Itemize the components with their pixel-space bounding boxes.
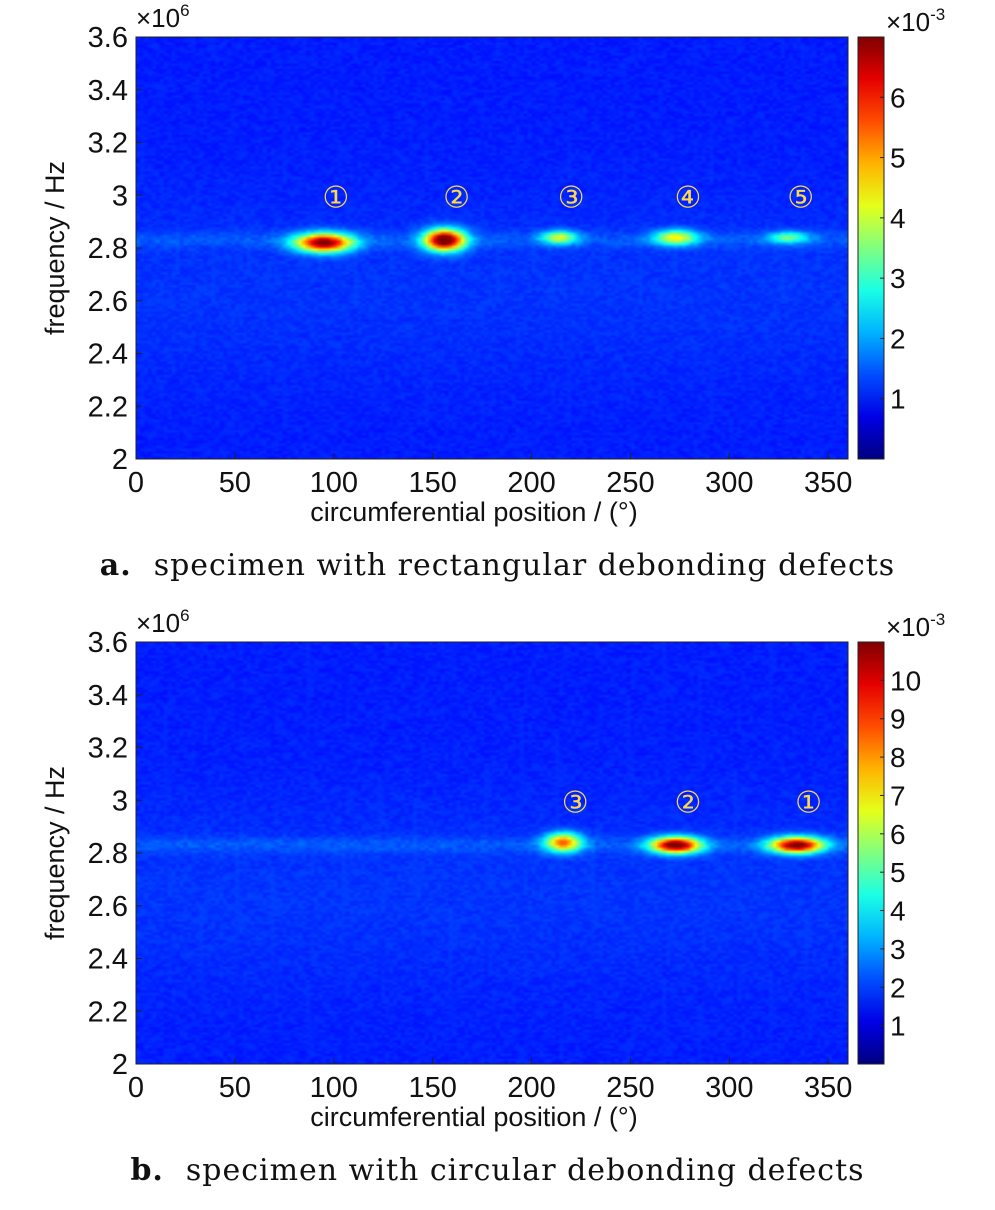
y-tick-label: 3.6 bbox=[88, 22, 128, 54]
hotspot-label: ③ bbox=[558, 181, 585, 214]
x-tick-label: 100 bbox=[310, 1072, 358, 1104]
x-tick-label: 300 bbox=[705, 1072, 753, 1104]
colorbar-tick-label: 1 bbox=[890, 384, 906, 415]
y-exponent-power: 6 bbox=[180, 606, 189, 625]
x-tick-label: 250 bbox=[606, 467, 654, 499]
x-tick-label: 150 bbox=[408, 1072, 456, 1104]
colorbar-tick-label: 8 bbox=[890, 742, 906, 773]
x-axis-label: circumferential position / (°) bbox=[310, 497, 637, 527]
colorbar-tick-label: 5 bbox=[890, 857, 906, 888]
colorbar-tick-label: 3 bbox=[890, 263, 906, 294]
hotspot-label: ④ bbox=[674, 181, 701, 214]
caption-a: a. specimen with rectangular debonding de… bbox=[0, 548, 995, 583]
y-tick-label: 3.4 bbox=[88, 75, 128, 107]
colorbar-tick-label: 5 bbox=[890, 143, 906, 174]
y-tick-label: 3.2 bbox=[88, 128, 128, 160]
x-axis-label: circumferential position / (°) bbox=[310, 1102, 637, 1132]
heatmap-chart-a: ① ② ③ ④ ⑤ 0 50 100 150 200 250 300 350 2 2.2 2.4 2.6 2.8 3… bbox=[40, 1, 945, 527]
caption-b-text: specimen with circular debonding defects bbox=[185, 1153, 865, 1188]
y-tick-label: 3 bbox=[112, 180, 128, 212]
panel-b: ③ ② ① 0 50 100 150 200 250 300 350 2 2.2 2.4 2.6 2.8 3 3.… bbox=[0, 605, 995, 1210]
y-tick-label: 2.6 bbox=[88, 891, 128, 923]
colorbar-tick-label: 4 bbox=[890, 203, 906, 234]
y-tick-label: 2.6 bbox=[88, 286, 128, 318]
y-tick-label: 3.2 bbox=[88, 733, 128, 765]
colorbar bbox=[857, 36, 885, 460]
heatmap-image bbox=[136, 642, 848, 1064]
hotspot-label: ② bbox=[674, 786, 701, 819]
caption-b-label: b. bbox=[130, 1153, 164, 1188]
x-tick-label: 350 bbox=[804, 1072, 852, 1104]
heatmap-image bbox=[136, 37, 848, 459]
panel-a: ① ② ③ ④ ⑤ 0 50 100 150 200 250 300 350 2 2.2 2.4 2.6 2.8 3… bbox=[0, 1, 995, 583]
x-tick-label: 200 bbox=[507, 1072, 555, 1104]
colorbar-tick-label: 1 bbox=[890, 1011, 906, 1042]
colorbar-exponent-label: ×10-3 bbox=[886, 610, 945, 642]
hotspot-label: ① bbox=[795, 786, 822, 819]
colorbar-exponent-label: ×10-3 bbox=[886, 5, 945, 37]
colorbar-tick-label: 2 bbox=[890, 972, 906, 1003]
y-axis-label: frequency / Hz bbox=[40, 161, 70, 335]
y-tick-label: 2 bbox=[112, 1049, 128, 1081]
y-axis-label: frequency / Hz bbox=[40, 766, 70, 940]
caption-a-text: specimen with rectangular debonding defe… bbox=[153, 548, 896, 583]
x-tick-label: 0 bbox=[128, 467, 144, 499]
x-tick-label: 350 bbox=[804, 467, 852, 499]
hotspot-label: ⑤ bbox=[787, 181, 814, 214]
colorbar-tick-label: 2 bbox=[890, 323, 906, 354]
x-tick-label: 50 bbox=[219, 1072, 251, 1104]
y-tick-label: 2.2 bbox=[88, 391, 128, 423]
hotspot-label: ② bbox=[443, 181, 470, 214]
colorbar-exponent-power: -3 bbox=[930, 610, 945, 629]
colorbar-tick-label: 4 bbox=[890, 896, 906, 927]
y-tick-label: 2.8 bbox=[88, 233, 128, 265]
x-tick-label: 0 bbox=[128, 1072, 144, 1104]
y-tick-label: 2.4 bbox=[88, 339, 128, 371]
y-tick-label: 2.8 bbox=[88, 838, 128, 870]
y-exponent-label: ×106 bbox=[136, 606, 190, 638]
x-tick-label: 250 bbox=[606, 1072, 654, 1104]
y-tick-label: 3.6 bbox=[88, 627, 128, 659]
heatmap-chart-b: ③ ② ① 0 50 100 150 200 250 300 350 2 2.2 2.4 2.6 2.8 3 3.… bbox=[40, 606, 945, 1132]
caption-a-label: a. bbox=[99, 548, 132, 583]
colorbar-tick-label: 10 bbox=[890, 665, 921, 696]
y-tick-label: 2.2 bbox=[88, 996, 128, 1028]
x-tick-label: 200 bbox=[507, 467, 555, 499]
colorbar-tick-label: 3 bbox=[890, 934, 906, 965]
x-tick-label: 300 bbox=[705, 467, 753, 499]
x-tick-label: 100 bbox=[310, 467, 358, 499]
colorbar-tick-label: 6 bbox=[890, 819, 906, 850]
y-tick-label: 2.4 bbox=[88, 944, 128, 976]
colorbar bbox=[857, 641, 885, 1065]
colorbar-exponent-power: -3 bbox=[930, 5, 945, 24]
colorbar-tick-label: 7 bbox=[890, 780, 906, 811]
x-tick-label: 50 bbox=[219, 467, 251, 499]
y-tick-label: 3 bbox=[112, 785, 128, 817]
colorbar-tick-label: 6 bbox=[890, 82, 906, 113]
hotspot-label: ① bbox=[322, 181, 349, 214]
x-tick-label: 150 bbox=[408, 467, 456, 499]
y-tick-label: 2 bbox=[112, 444, 128, 476]
hotspot-label: ③ bbox=[562, 786, 589, 819]
y-tick-label: 3.4 bbox=[88, 680, 128, 712]
caption-b: b. specimen with circular debonding defec… bbox=[0, 1153, 995, 1188]
y-exponent-label: ×106 bbox=[136, 1, 190, 33]
y-exponent-power: 6 bbox=[180, 1, 189, 20]
colorbar-tick-label: 9 bbox=[890, 704, 906, 735]
